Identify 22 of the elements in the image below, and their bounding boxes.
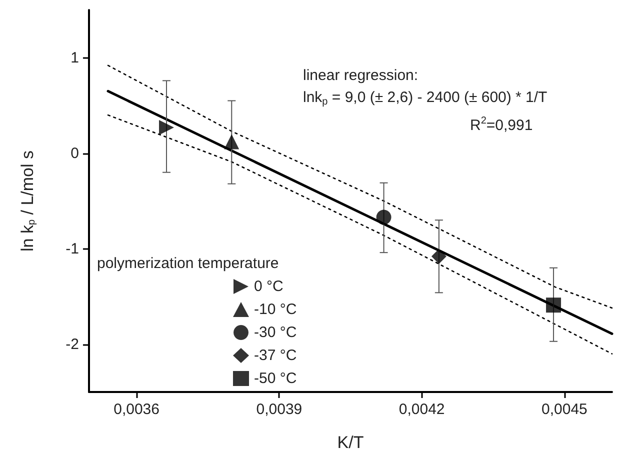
y-tick-label: -2 [66,336,79,353]
point [159,120,174,135]
legend-label: -37 °C [254,347,297,364]
legend-label: -50 °C [254,370,297,387]
point [224,134,240,150]
y-tick-label: 1 [70,49,79,66]
legend-label: -30 °C [254,324,297,341]
x-axis-title: K/T [337,433,364,452]
point [431,248,446,264]
x-tick-label: 0,0039 [256,401,302,418]
annotation: linear regression: [303,67,418,84]
point [546,298,562,313]
y-tick-label: 0 [70,144,79,162]
legend-title: polymerization temperature [97,255,279,272]
point [376,210,392,225]
x-tick-label: 0,0042 [398,401,445,418]
y-tick-label: -1 [66,240,79,258]
y-axis-title: ln kp / L/mol s [18,150,38,252]
x-tick-label: 0,0036 [114,401,160,418]
legend-label: 0 °C [254,278,284,295]
legend-label: -10 °C [254,301,297,318]
x-tick-label: 0,0045 [542,401,588,418]
